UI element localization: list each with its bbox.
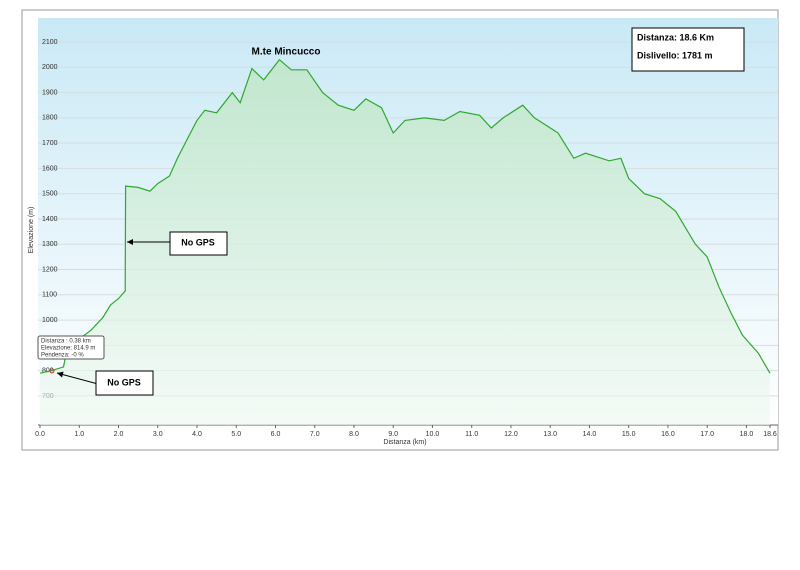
x-tick-label: 17.0 (700, 431, 714, 438)
annotation-box (95, 370, 154, 396)
y-tick-label: 1600 (42, 165, 58, 172)
annotation-box (169, 231, 228, 256)
x-tick-label: 15.0 (622, 431, 636, 438)
annotation-text: No GPS (181, 237, 215, 247)
y-tick-label: 2000 (42, 64, 58, 71)
line (39, 58, 771, 374)
info-box (631, 27, 745, 72)
x-tick-label: 18.6 (763, 431, 777, 438)
x-tick-label: 8.0 (349, 431, 359, 438)
x-tick-label: 13.0 (543, 431, 557, 438)
info-text: Distanza: 18.6 Km (637, 32, 714, 42)
position-marker (49, 368, 55, 374)
x-tick-label: 12.0 (504, 431, 518, 438)
y-tick-label: 1200 (42, 266, 58, 273)
arrow-head (57, 371, 64, 378)
tooltip-box (37, 335, 105, 360)
y-tick-label: 1400 (42, 216, 58, 223)
peak-label: M.te Mincucco (252, 47, 321, 58)
x-tick-label: 7.0 (310, 431, 320, 438)
tooltip-text: Pendenza: -0 % (41, 353, 84, 359)
annotation-arrow (56, 372, 99, 385)
tooltip-text: Elevazione: 814.9 m (41, 346, 95, 352)
x-tick-label: 1.0 (74, 431, 84, 438)
info-text: Dislivello: 1781 m (637, 50, 713, 60)
y-axis-label: Elevazione (m) (28, 207, 35, 254)
x-tick-label: 4.0 (192, 431, 202, 438)
tooltip-text: Distanza : 0.38 km (41, 339, 91, 345)
area (40, 59, 770, 425)
x-axis-label: Distanza (km) (383, 439, 426, 446)
y-tick-label: 1100 (42, 292, 57, 299)
x-tick-label: 2.0 (114, 431, 124, 438)
y-tick-label: 1900 (42, 89, 58, 96)
x-tick-label: 6.0 (271, 431, 281, 438)
y-tick-label: 1000 (42, 317, 58, 324)
y-tick-label: 1700 (42, 140, 58, 147)
annotation-text: No GPS (107, 377, 141, 387)
x-tick-label: 16.0 (661, 431, 675, 438)
y-tick-label: 2100 (42, 39, 58, 46)
x-tick-label: 0.0 (35, 431, 45, 438)
x-tick-label: 14.0 (583, 431, 597, 438)
x-tick-label: 3.0 (153, 431, 163, 438)
y-tick-label: 1500 (42, 191, 58, 198)
x-tick-label: 11.0 (465, 431, 478, 438)
y-tick-label: 1800 (42, 115, 58, 122)
x-tick-label: 9.0 (388, 431, 398, 438)
y-tick-label: 1300 (42, 241, 58, 248)
x-tick-label: 5.0 (231, 431, 241, 438)
arrow-head (127, 239, 133, 245)
x-tick-label: 18.0 (740, 431, 754, 438)
x-tick-label: 10.0 (426, 431, 440, 438)
